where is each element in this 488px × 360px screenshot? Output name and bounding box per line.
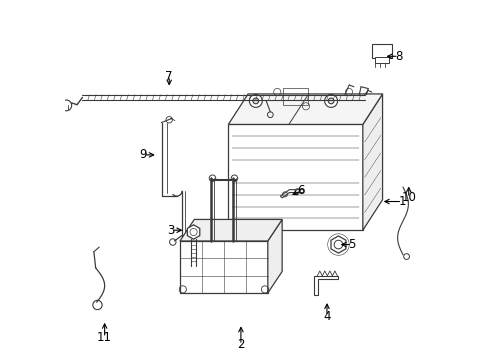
Circle shape [249, 94, 262, 107]
Circle shape [324, 94, 337, 107]
Text: 1: 1 [398, 195, 405, 208]
Polygon shape [267, 220, 282, 293]
Text: 7: 7 [165, 69, 173, 82]
Circle shape [327, 98, 333, 104]
Polygon shape [330, 236, 345, 253]
Bar [374, 57, 388, 63]
Text: 11: 11 [97, 331, 112, 344]
Text: 4: 4 [323, 310, 330, 323]
Polygon shape [187, 225, 200, 239]
Text: 9: 9 [140, 148, 147, 161]
Polygon shape [362, 94, 382, 230]
Polygon shape [314, 276, 337, 296]
Text: 8: 8 [394, 50, 402, 63]
Text: 10: 10 [401, 192, 415, 204]
Polygon shape [280, 190, 303, 198]
Polygon shape [180, 241, 267, 293]
Text: 3: 3 [167, 224, 174, 237]
Circle shape [252, 98, 258, 104]
Bar [282, 88, 307, 104]
Polygon shape [180, 220, 282, 241]
Text: 5: 5 [347, 238, 355, 251]
Bar [371, 44, 391, 58]
Text: 6: 6 [297, 184, 305, 197]
Text: 2: 2 [237, 338, 244, 351]
Polygon shape [228, 125, 362, 230]
Polygon shape [228, 94, 382, 125]
